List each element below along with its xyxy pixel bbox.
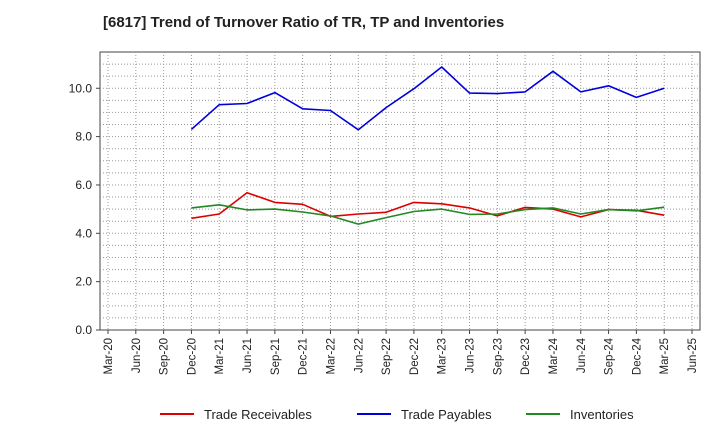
- x-tick-label: Mar-25: [659, 338, 671, 374]
- x-tick-label: Jun-20: [131, 338, 143, 373]
- x-tick-label: Jun-21: [242, 338, 254, 373]
- plot-area: [99, 51, 701, 331]
- x-tick-label: Mar-21: [214, 338, 226, 374]
- y-tick-label: 4.0: [75, 226, 92, 240]
- x-tick-label: Dec-20: [186, 338, 198, 375]
- series-line: [191, 191, 665, 220]
- legend-label: Trade Receivables: [204, 407, 312, 422]
- y-tick-label: 2.0: [75, 275, 92, 289]
- x-tick-label: Mar-22: [325, 338, 337, 374]
- x-tick-label: Sep-22: [381, 338, 393, 375]
- x-tick-label: Mar-24: [548, 337, 560, 374]
- grid: [100, 52, 700, 330]
- x-tick-label: Sep-23: [492, 338, 504, 375]
- y-tick-label: 8.0: [75, 130, 92, 144]
- x-tick-label: Jun-23: [465, 338, 477, 373]
- y-tick-label: 0.0: [75, 323, 92, 337]
- x-tick-label: Dec-22: [409, 338, 421, 375]
- x-tick-label: Jun-22: [353, 338, 365, 373]
- legend: Trade Receivables Trade Payables Inventori…: [160, 407, 634, 422]
- x-tick-label: Sep-20: [159, 338, 171, 375]
- y-tick-label: 6.0: [75, 178, 92, 192]
- series-line: [190, 66, 665, 131]
- chart-title: [6817] Trend of Turnover Ratio of TR, TP…: [103, 14, 505, 31]
- x-tick-label: Sep-21: [270, 338, 282, 375]
- x-tick-label: Sep-24: [604, 337, 616, 375]
- x-tick-label: Dec-21: [298, 338, 310, 375]
- legend-label: Trade Payables: [401, 407, 492, 422]
- x-tick-label: Mar-23: [437, 338, 449, 374]
- y-tick-label: 10.0: [69, 81, 93, 95]
- x-tick-label: Dec-24: [631, 337, 643, 375]
- legend-label: Inventories: [570, 407, 634, 422]
- x-tick-label: Jun-24: [576, 337, 588, 373]
- series-lines: [190, 66, 665, 225]
- y-axis: 0.0 2.0 4.0 6.0 8.0 10.0: [69, 81, 100, 337]
- series-line: [191, 204, 665, 225]
- x-axis: Mar-20 Jun-20 Sep-20 Dec-20 Mar-21 Jun-21 Sep-…: [103, 330, 699, 375]
- x-tick-label: Dec-23: [520, 338, 532, 375]
- x-tick-label: Mar-20: [103, 338, 115, 374]
- x-tick-label: Jun-25: [687, 338, 699, 373]
